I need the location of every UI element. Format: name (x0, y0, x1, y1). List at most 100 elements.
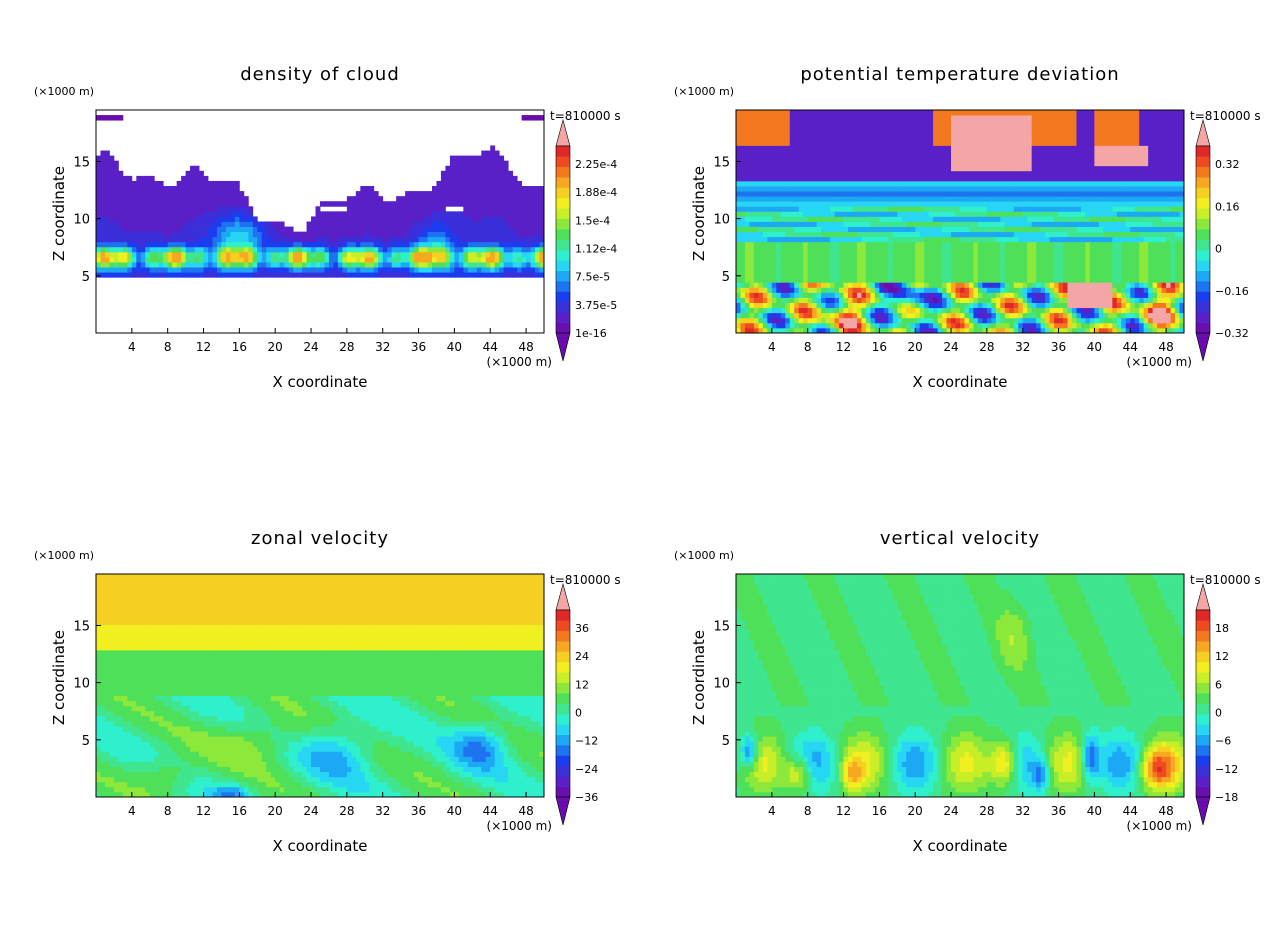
field-cell (942, 246, 947, 253)
field-cell (991, 312, 997, 319)
field-cell (883, 246, 889, 253)
field-cell (535, 236, 540, 243)
field-cell (360, 211, 366, 217)
field-cell (131, 241, 137, 248)
field-cell (825, 307, 831, 314)
field-cell (458, 201, 464, 207)
field-cell (342, 262, 348, 268)
field-cell (865, 180, 871, 187)
field-cell (780, 302, 786, 309)
field-cell (221, 272, 227, 278)
field-cell (973, 277, 979, 283)
field-cell (794, 322, 800, 329)
field-cell (449, 165, 455, 172)
field-cell (991, 272, 997, 278)
field-cell (874, 110, 880, 116)
field-cell (960, 186, 965, 192)
field-cell (387, 246, 393, 253)
field-cell (476, 211, 482, 217)
field-cell (758, 211, 764, 217)
field-cell (445, 231, 451, 238)
field-cell (736, 110, 741, 116)
field-cell (803, 140, 809, 146)
field-cell (910, 241, 916, 248)
field-cell (762, 236, 768, 243)
field-cell (1000, 292, 1006, 298)
field-cell (449, 175, 455, 182)
field-cell (856, 186, 862, 192)
field-cell (154, 251, 160, 258)
field-cell (216, 206, 222, 212)
field-cell (780, 256, 786, 263)
field-cell (749, 226, 755, 233)
field-cell (239, 191, 245, 197)
field-cell (1009, 115, 1015, 121)
field-cell (955, 317, 961, 324)
field-cell (964, 256, 970, 263)
field-cell (535, 201, 540, 207)
field-cell (185, 246, 191, 253)
field-cell (1018, 130, 1024, 136)
field-cell (490, 267, 496, 273)
field-cell (915, 191, 921, 197)
field-cell (848, 256, 853, 263)
field-cell (136, 272, 142, 278)
field-cell (320, 216, 325, 222)
field-cell (740, 145, 746, 151)
field-cell (324, 231, 330, 238)
field-cell (517, 231, 522, 238)
field-cell (785, 251, 791, 258)
field-cell (982, 302, 988, 309)
field-cell (131, 272, 137, 278)
field-cell (897, 160, 903, 167)
field-cell (803, 150, 809, 157)
field-cell (454, 221, 460, 227)
field-cell (458, 216, 464, 222)
field-cell (1045, 110, 1050, 116)
field-cell (924, 216, 930, 222)
field-cell (946, 226, 952, 233)
field-cell (96, 115, 101, 121)
field-cell (789, 125, 795, 131)
field-cell (499, 165, 505, 172)
field-cell (1040, 140, 1046, 146)
field-cell (1027, 287, 1033, 293)
field-cell (328, 267, 334, 273)
field-cell (856, 251, 862, 258)
field-cell (409, 262, 415, 268)
field-cell (785, 312, 791, 319)
field-cell (986, 221, 992, 227)
field-cell (749, 277, 755, 283)
field-cell (839, 145, 844, 151)
field-cell (539, 196, 545, 202)
field-cell (933, 196, 938, 202)
field-cell (968, 211, 974, 217)
field-cell (839, 307, 844, 314)
field-cell (1022, 206, 1028, 212)
field-cell (324, 201, 330, 207)
field-cell (749, 186, 755, 192)
colorbar-swatch (556, 166, 570, 178)
field-cell (870, 221, 876, 227)
field-cell (158, 246, 164, 253)
field-cell (337, 211, 343, 217)
field-cell (946, 297, 952, 303)
field-cell (185, 272, 191, 278)
field-cell (839, 262, 844, 268)
field-cell (432, 267, 437, 273)
field-cell (995, 120, 1001, 126)
field-cell (807, 297, 813, 303)
field-cell (136, 196, 142, 202)
field-cell (257, 236, 263, 243)
x-tick-label: 36 (411, 340, 426, 354)
field-cell (208, 236, 213, 243)
field-cell (418, 267, 424, 273)
field-cell (973, 272, 979, 278)
field-cell (405, 201, 410, 207)
field-cell (964, 327, 970, 334)
field-cell (1000, 115, 1006, 121)
field-cell (897, 170, 903, 177)
field-cell (901, 282, 907, 288)
field-cell (517, 251, 522, 258)
field-cell (167, 256, 173, 263)
